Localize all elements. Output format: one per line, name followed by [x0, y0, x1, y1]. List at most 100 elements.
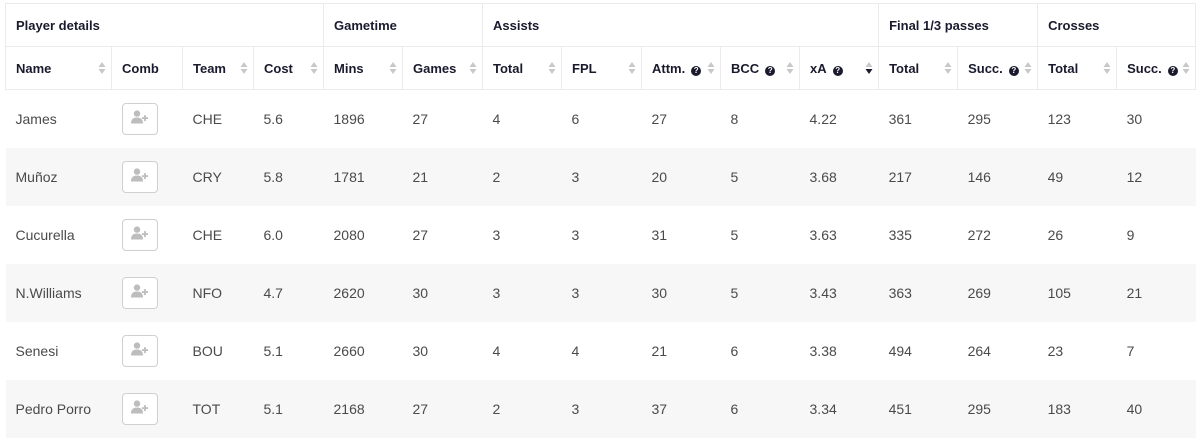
- player-stats-table-container: Player details Gametime Assists Final 1/…: [4, 3, 1197, 438]
- help-icon[interactable]: ?: [832, 65, 843, 76]
- group-player-details: Player details: [4, 3, 325, 47]
- sort-icon[interactable]: [1024, 61, 1032, 75]
- column-header-final-third-total[interactable]: Total: [878, 46, 959, 90]
- cell-team: CRY: [182, 147, 254, 206]
- column-header-mins[interactable]: Mins: [323, 46, 404, 90]
- column-header-crosses-total[interactable]: Total: [1037, 46, 1118, 90]
- cell-final-third-succ: 272: [967, 226, 991, 243]
- sort-desc-icon[interactable]: [865, 61, 873, 75]
- add-user-icon: [130, 342, 149, 359]
- add-to-comb-button[interactable]: [121, 392, 158, 425]
- column-header-cost[interactable]: Cost: [252, 46, 325, 90]
- help-icon[interactable]: ?: [1167, 65, 1178, 76]
- cell-final-third-total: 217: [878, 147, 958, 206]
- cell-cost: 5.6: [263, 110, 283, 127]
- column-header-label: Name: [16, 60, 52, 76]
- column-group-row: Player details Gametime Assists Final 1/…: [4, 3, 1197, 47]
- sort-icon[interactable]: [310, 61, 318, 75]
- cell-crosses-total: 183: [1037, 379, 1117, 438]
- cell-mins: 1896: [333, 110, 365, 127]
- sort-icon[interactable]: [628, 61, 636, 75]
- add-to-comb-button[interactable]: [121, 160, 158, 193]
- cell-xa: 4.22: [809, 110, 837, 127]
- column-header-assists-total[interactable]: Total: [482, 46, 563, 90]
- cell-final-third-total: 335: [888, 226, 912, 243]
- cell-assists-total: 3: [482, 263, 562, 322]
- sort-icon[interactable]: [1182, 61, 1190, 75]
- help-icon[interactable]: ?: [1008, 65, 1019, 76]
- column-header-label: Games: [413, 60, 457, 76]
- cell-mins: 2080: [333, 226, 365, 243]
- cell-games: 27: [402, 379, 483, 438]
- sort-icon[interactable]: [469, 61, 477, 75]
- column-header-label: xA: [810, 60, 827, 76]
- cell-assists-total: 3: [492, 226, 501, 243]
- column-header-label: Total: [889, 60, 920, 76]
- sort-icon[interactable]: [786, 61, 794, 75]
- column-header-games[interactable]: Games: [402, 46, 484, 90]
- add-to-comb-button[interactable]: [121, 102, 158, 135]
- column-header-label: Team: [193, 60, 226, 76]
- cell-team: CHE: [192, 110, 223, 127]
- column-header-label: Cost: [264, 60, 293, 76]
- cell-final-third-succ: 295: [957, 379, 1038, 438]
- cell-final-third-total: 361: [888, 110, 912, 127]
- cell-bcc: 8: [730, 110, 739, 127]
- cell-games: 30: [402, 263, 483, 322]
- cell-fpl: 3: [561, 379, 642, 438]
- cell-assists-total: 2: [482, 379, 562, 438]
- sort-icon[interactable]: [98, 61, 106, 75]
- column-header-label: FPL: [572, 60, 597, 76]
- cell-mins: 2168: [323, 379, 403, 438]
- add-to-comb-button[interactable]: [121, 334, 158, 367]
- cell-bcc: 5: [730, 226, 739, 243]
- add-user-icon: [130, 284, 149, 301]
- sort-icon[interactable]: [240, 61, 248, 75]
- cell-mins: 1781: [323, 147, 403, 206]
- sort-icon[interactable]: [944, 61, 952, 75]
- column-header-fpl[interactable]: FPL: [561, 46, 643, 90]
- cell-comb: [111, 379, 183, 438]
- cell-bcc: 5: [720, 147, 800, 206]
- cell-name: Cucurella: [15, 226, 75, 243]
- help-icon[interactable]: ?: [691, 65, 702, 76]
- column-header-final-third-succ[interactable]: Succ.?: [957, 46, 1039, 90]
- column-header-attempts[interactable]: Attm.?: [641, 46, 722, 90]
- cell-attempts: 20: [641, 147, 721, 206]
- sort-icon[interactable]: [1103, 61, 1111, 75]
- cell-games: 21: [402, 147, 483, 206]
- cell-fpl: 3: [571, 226, 580, 243]
- add-to-comb-button[interactable]: [121, 276, 158, 309]
- column-header-label: Total: [493, 60, 524, 76]
- sort-icon[interactable]: [389, 61, 397, 75]
- column-header-bcc[interactable]: BCC?: [720, 46, 801, 90]
- cell-xa: 3.63: [809, 226, 837, 243]
- sort-icon[interactable]: [548, 61, 556, 75]
- column-header-xa[interactable]: xA?: [799, 46, 880, 90]
- column-header-name[interactable]: Name: [5, 46, 112, 90]
- add-to-comb-button[interactable]: [121, 218, 158, 251]
- group-crosses: Crosses: [1037, 3, 1197, 47]
- column-header-label: Comb: [122, 60, 159, 76]
- table-row: N.Williams NFO 4.7 2620 30 3 3 30 5 3.43 363 269 105…: [5, 263, 1196, 322]
- column-header-team[interactable]: Team: [182, 46, 254, 90]
- cell-crosses-succ: 7: [1126, 342, 1135, 359]
- cell-team: CHE: [192, 226, 223, 243]
- cell-comb: [111, 147, 183, 206]
- add-user-icon: [130, 110, 149, 127]
- cell-fpl: 3: [561, 263, 642, 322]
- table-row: Cucurella CHE 6.0 2080 27 3 3 31 5 3.63 335 272 26 9: [6, 206, 1196, 264]
- cell-attempts: 37: [641, 379, 721, 438]
- cell-assists-total: 4: [492, 110, 501, 127]
- cell-fpl: 4: [571, 342, 580, 359]
- cell-crosses-succ: 12: [1116, 147, 1196, 206]
- cell-games: 27: [412, 110, 429, 127]
- cell-xa: 3.38: [809, 342, 837, 359]
- cell-bcc: 5: [720, 263, 800, 322]
- cell-final-third-succ: 146: [957, 147, 1038, 206]
- cell-mins: 2660: [333, 342, 365, 359]
- column-header-label: Total: [1048, 60, 1079, 76]
- sort-icon[interactable]: [707, 61, 715, 75]
- help-icon[interactable]: ?: [765, 65, 776, 76]
- column-header-crosses-succ[interactable]: Succ.?: [1116, 46, 1197, 90]
